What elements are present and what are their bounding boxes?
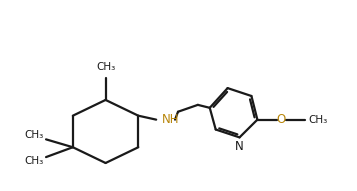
Text: NH: NH <box>162 113 180 126</box>
Text: CH₃: CH₃ <box>25 130 44 140</box>
Text: CH₃: CH₃ <box>96 62 115 72</box>
Text: CH₃: CH₃ <box>25 156 44 166</box>
Text: O: O <box>277 113 286 126</box>
Text: N: N <box>235 140 244 153</box>
Text: CH₃: CH₃ <box>308 115 327 125</box>
